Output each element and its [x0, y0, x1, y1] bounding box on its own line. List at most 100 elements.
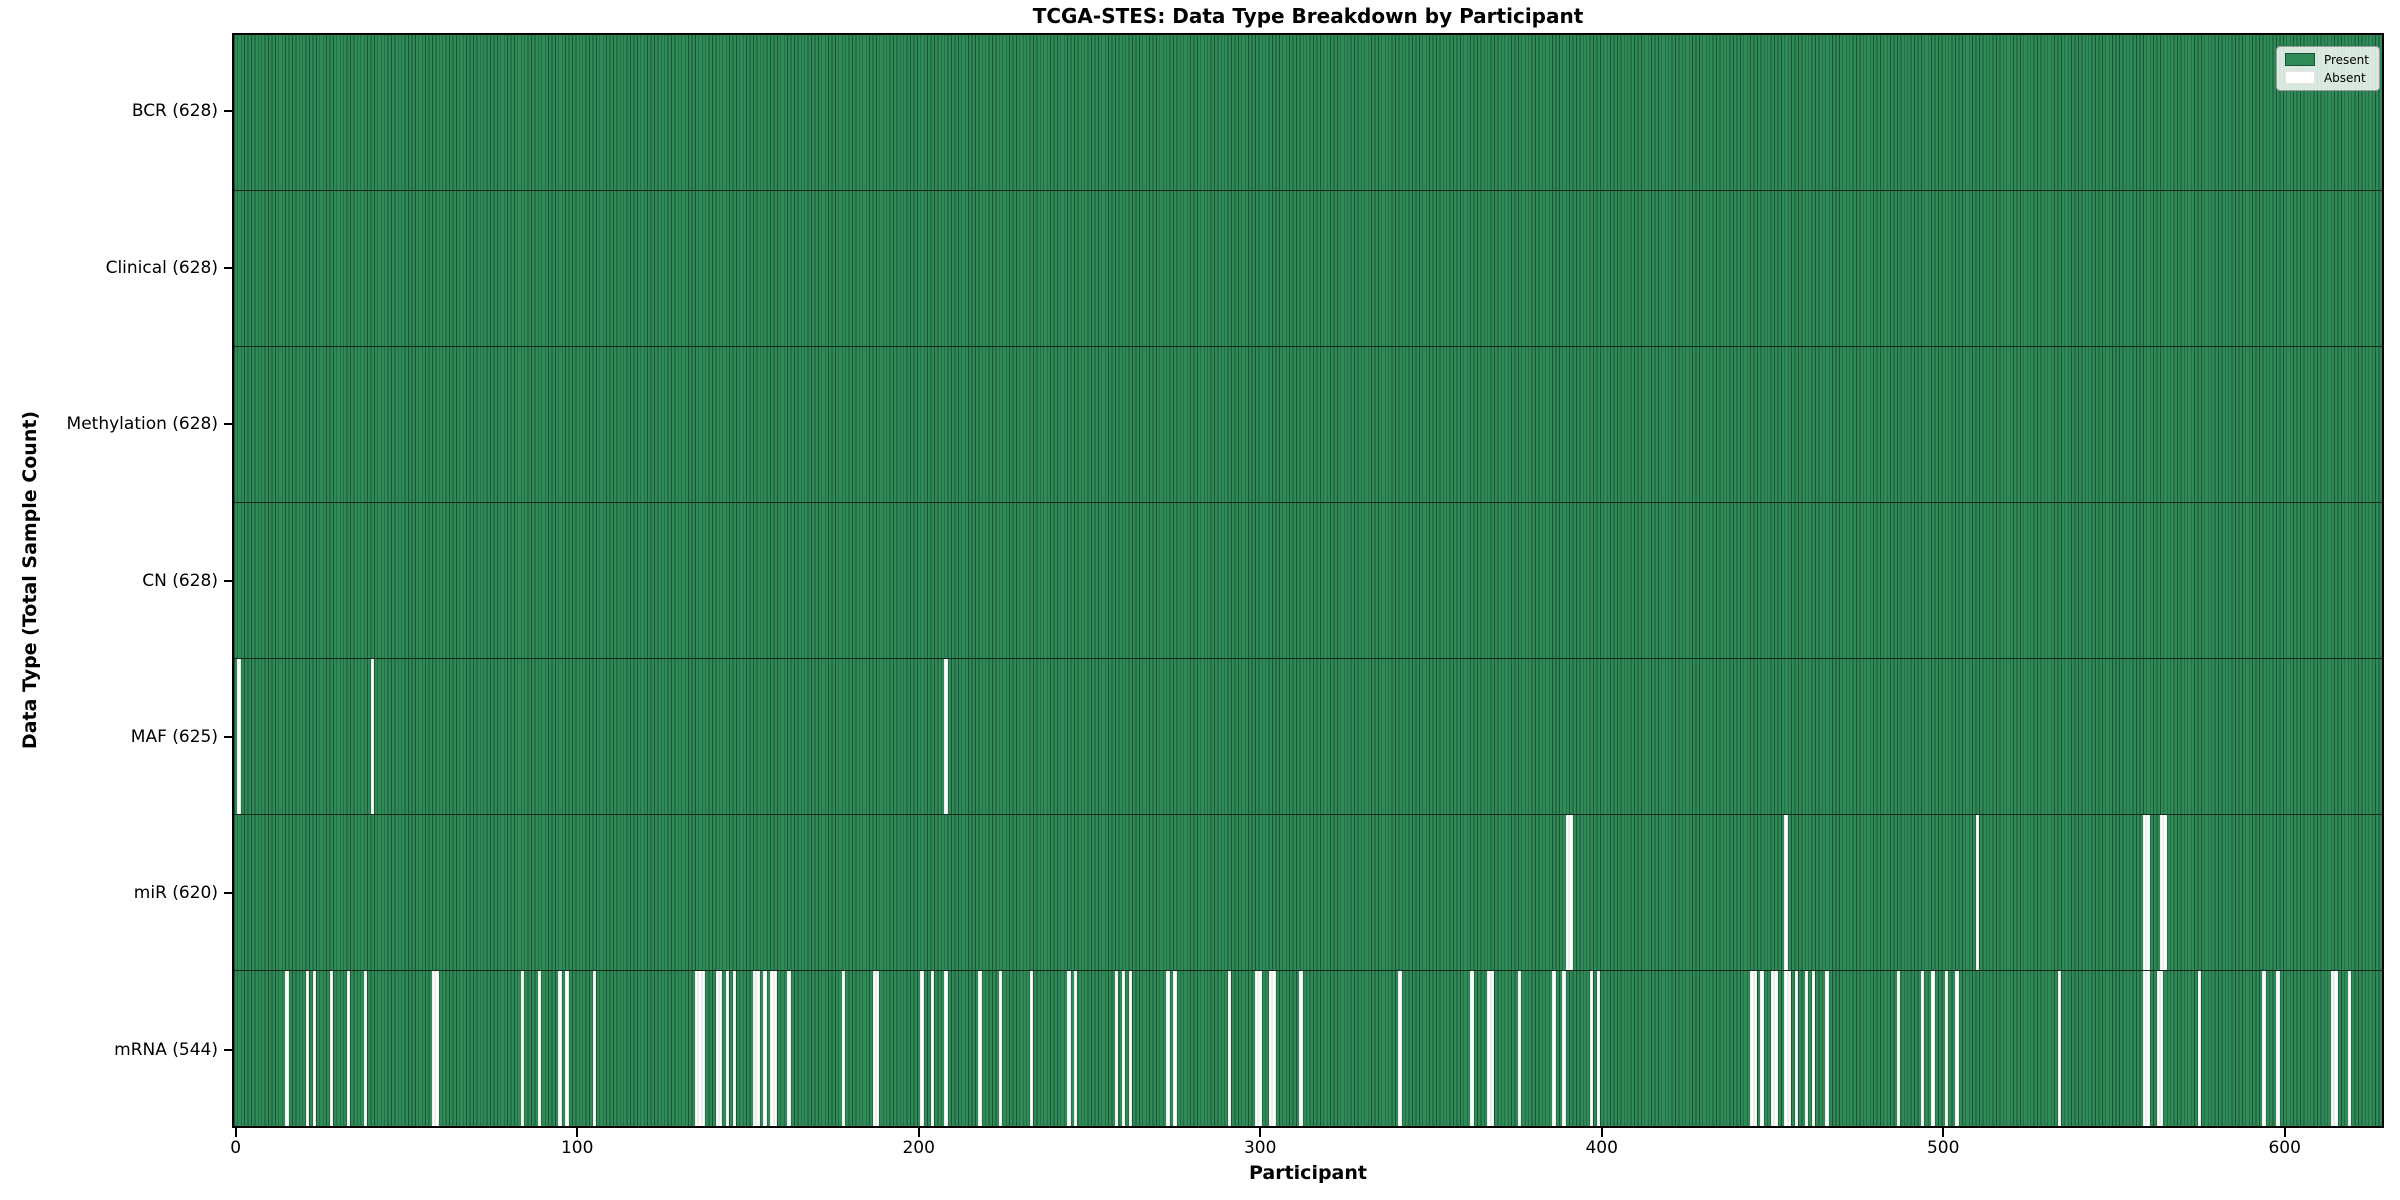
legend-entry-present: Present	[2284, 52, 2369, 67]
y-tick-label-bcr: BCR (628)	[131, 101, 218, 122]
absent-bar	[2163, 815, 2167, 970]
absent-bar	[2146, 815, 2150, 970]
absent-bar	[1470, 971, 1474, 1126]
x-tick-label-600: 600	[2268, 1138, 2301, 1158]
legend-present-label: Present	[2323, 52, 2369, 67]
x-axis-label: Participant	[1248, 1162, 1367, 1184]
absent-bar	[1931, 971, 1935, 1126]
x-tick-mark	[1942, 1128, 1945, 1137]
absent-bar	[1975, 815, 1980, 970]
absent-bar	[698, 971, 702, 1126]
absent-bar	[1753, 971, 1758, 1126]
y-tick-label-methylation: Methylation (628)	[66, 414, 218, 435]
data-row-mrna	[234, 971, 2382, 1126]
x-tick-label-400: 400	[1585, 1138, 1618, 1158]
absent-bar	[876, 971, 880, 1126]
absent-bar	[1811, 971, 1816, 1126]
absent-bar	[1787, 971, 1792, 1126]
absent-bar	[1750, 971, 1754, 1126]
absent-bar	[753, 971, 757, 1126]
absent-bar	[920, 971, 924, 1126]
absent-bar	[1487, 971, 1491, 1126]
absent-bar	[978, 971, 982, 1126]
legend: Present Absent	[2275, 46, 2380, 91]
y-tick-mark	[224, 735, 232, 738]
y-tick-label-cn: CN (628)	[142, 570, 218, 591]
absent-bar	[432, 971, 436, 1126]
absent-bar	[537, 971, 542, 1126]
absent-bar	[435, 971, 439, 1126]
absent-bar	[763, 971, 767, 1126]
absent-bar	[1794, 971, 1799, 1126]
absent-bar	[930, 971, 935, 1126]
legend-absent-swatch	[2284, 71, 2315, 84]
absent-bar	[872, 971, 876, 1126]
absent-bar	[1770, 971, 1775, 1126]
absent-bar	[1121, 971, 1126, 1126]
absent-bar	[1268, 971, 1273, 1126]
absent-bar	[1490, 971, 1495, 1126]
x-tick-label-300: 300	[1243, 1138, 1277, 1158]
absent-bar	[1272, 971, 1276, 1126]
x-tick-mark	[1259, 1128, 1262, 1137]
absent-bar	[1825, 971, 1829, 1126]
absent-bar	[1804, 971, 1809, 1126]
absent-bar	[346, 971, 351, 1126]
absent-bar	[715, 971, 719, 1126]
absent-bar	[944, 659, 948, 814]
absent-bar	[1128, 971, 1133, 1126]
absent-bar	[1897, 971, 1901, 1126]
absent-bar	[1398, 971, 1402, 1126]
absent-bar	[1552, 971, 1556, 1126]
absent-bar	[558, 971, 562, 1126]
y-tick-mark	[224, 1048, 232, 1051]
absent-bar	[1955, 971, 1959, 1126]
absent-bar	[756, 971, 760, 1126]
absent-bar	[1784, 971, 1788, 1126]
absent-bar	[1227, 971, 1232, 1126]
absent-bar	[1784, 815, 1788, 970]
absent-bar	[1596, 971, 1600, 1126]
x-tick-label-0: 0	[230, 1138, 242, 1158]
absent-bar	[787, 971, 791, 1126]
absent-bar	[1774, 971, 1778, 1126]
absent-bar	[2142, 971, 2147, 1126]
absent-bar	[770, 971, 774, 1126]
absent-bar	[944, 971, 948, 1126]
x-tick-mark	[576, 1128, 579, 1137]
legend-present-swatch	[2284, 53, 2315, 66]
data-row-cn	[234, 503, 2382, 659]
y-tick-mark	[224, 423, 232, 426]
data-row-bcr	[234, 35, 2382, 191]
absent-bar	[1562, 971, 1566, 1126]
absent-bar	[592, 971, 596, 1126]
data-row-mir	[234, 815, 2382, 971]
legend-absent-label: Absent	[2323, 70, 2366, 85]
absent-bar	[312, 971, 316, 1126]
absent-bar	[1029, 971, 1034, 1126]
absent-bar	[2156, 971, 2161, 1126]
absent-bar	[2276, 971, 2280, 1126]
absent-bar	[773, 971, 777, 1126]
absent-bar	[2142, 815, 2147, 970]
absent-bar	[1299, 971, 1303, 1126]
absent-bar	[329, 971, 334, 1126]
absent-bar	[1760, 971, 1764, 1126]
absent-bar	[2334, 971, 2338, 1126]
absent-bar	[1115, 971, 1119, 1126]
absent-bar	[2146, 971, 2150, 1126]
y-tick-mark	[224, 892, 232, 895]
absent-bar	[363, 971, 368, 1126]
absent-bar	[701, 971, 706, 1126]
absent-bar	[998, 971, 1003, 1126]
plot-area	[232, 33, 2384, 1128]
absent-bar	[1569, 815, 1573, 970]
chart-title: TCGA-STES: Data Type Breakdown by Partic…	[1032, 4, 1584, 28]
absent-bar	[1067, 971, 1071, 1126]
absent-bar	[2197, 971, 2201, 1126]
x-tick-label-500: 500	[1926, 1138, 1960, 1158]
y-tick-label-mir: miR (620)	[133, 883, 218, 904]
absent-bar	[520, 971, 525, 1126]
y-tick-label-clinical: Clinical (628)	[105, 257, 218, 278]
